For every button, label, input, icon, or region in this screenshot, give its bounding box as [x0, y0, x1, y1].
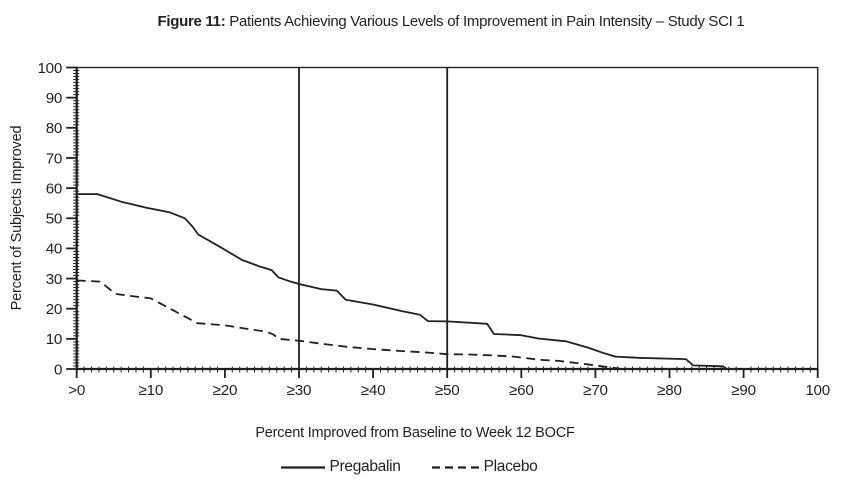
x-tick-label: ≥10 — [138, 382, 163, 399]
x-tick-label: 100 — [805, 382, 830, 399]
figure-caption: Patients Achieving Various Levels of Imp… — [229, 13, 745, 30]
x-tick-label: ≥80 — [657, 382, 682, 399]
y-tick-label: 0 — [54, 361, 62, 378]
y-tick-label: 100 — [37, 60, 62, 77]
plot-area: >0 ≥10 ≥20 ≥30 ≥40 ≥50 ≥60 ≥70 ≥80 ≥90 100 0 10 20 30 4… — [37, 60, 830, 399]
y-tick-label: 30 — [46, 271, 63, 288]
y-tick-label: 90 — [46, 90, 63, 107]
y-tick-label: 50 — [46, 211, 63, 228]
x-tick-label: ≥60 — [509, 382, 534, 399]
y-tick-label: 70 — [46, 150, 63, 167]
x-tick-label: ≥20 — [213, 382, 238, 399]
x-tick-label: ≥70 — [583, 382, 608, 399]
x-axis-title: Percent Improved from Baseline to Week 1… — [255, 425, 575, 441]
y-axis-title: Percent of Subjects Improved — [9, 126, 25, 311]
y-tick-label: 60 — [46, 180, 63, 197]
legend-label: Placebo — [483, 458, 538, 475]
x-tick-label: ≥50 — [435, 382, 460, 399]
legend-label: Pregabalin — [329, 458, 401, 475]
chart-legend: Pregabalin Placebo — [0, 457, 839, 477]
y-tick-label: 10 — [46, 331, 63, 348]
y-tick-label: 40 — [46, 241, 63, 258]
x-tick-label: >0 — [68, 382, 85, 399]
series-placebo — [76, 279, 620, 370]
y-tick-label: 20 — [46, 301, 63, 318]
y-tick-label: 80 — [46, 120, 63, 137]
x-tick-label: ≥90 — [731, 382, 756, 399]
figure-number: Figure 11: — [157, 13, 226, 30]
legend-item-pregabalin: Pregabalin — [280, 458, 401, 476]
legend-item-placebo: Placebo — [431, 458, 538, 476]
x-tick-label: ≥40 — [361, 382, 386, 399]
x-tick-label: ≥30 — [287, 382, 312, 399]
solid-line-sample — [281, 466, 326, 469]
series-pregabalin — [76, 193, 728, 370]
dashed-line-sample — [431, 466, 480, 469]
figure-title: Figure 11: Patients Achieving Various Le… — [21, 13, 860, 30]
